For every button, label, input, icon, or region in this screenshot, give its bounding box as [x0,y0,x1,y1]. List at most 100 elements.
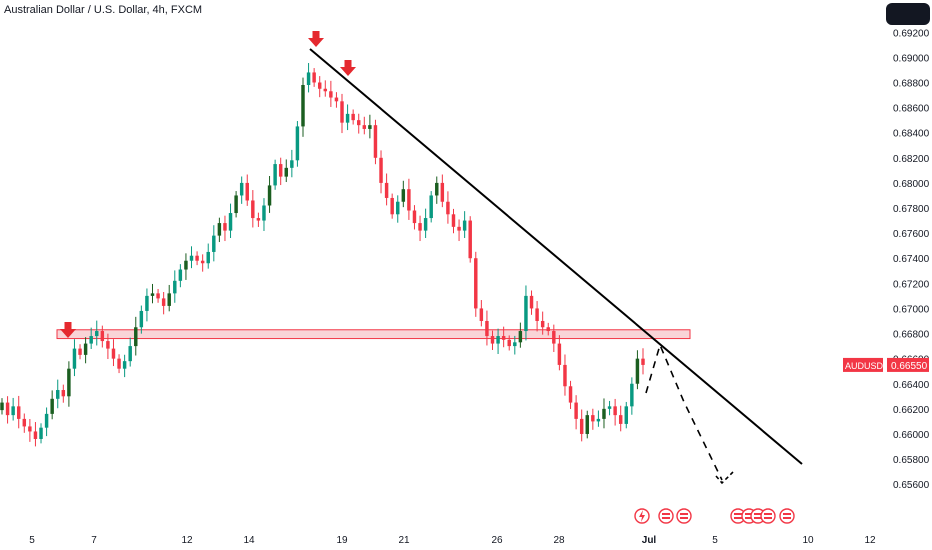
candle-body [401,189,406,202]
x-tick-label: 5 [29,535,35,546]
x-tick-label: 5 [712,535,718,546]
candle-body [513,342,517,347]
flag-icon[interactable] [760,508,776,524]
candle-body [28,426,32,432]
flag-icon[interactable] [779,508,795,524]
candle-body [278,164,283,177]
candle-body [641,358,645,365]
candle-body [462,220,467,231]
candle-body [33,431,38,439]
candle-body [446,201,450,215]
candle-body [574,402,578,419]
candle-body [507,339,511,347]
flag-stripe [680,513,688,515]
y-tick-label: 0.69000 [893,53,930,64]
candle-body [557,343,562,365]
candle-body [189,255,194,261]
flag-icon[interactable] [676,508,692,524]
candle-body [139,310,144,328]
candle-body [106,341,110,349]
projection-path[interactable] [645,342,723,481]
candle-body [22,418,27,427]
candle-body [351,113,355,121]
price-label-value: 0.66550 [891,361,928,372]
candle-body [44,413,49,428]
y-tick-label: 0.66000 [893,430,930,441]
candle-body [317,82,322,89]
candle-body [630,383,634,407]
candle-body [245,182,249,201]
x-tick-label: 12 [864,535,876,546]
candle-body [396,201,400,215]
resistance-zone[interactable] [56,329,691,340]
candle-body [67,368,71,397]
candle-body [585,415,589,434]
chart-title: Australian Dollar / U.S. Dollar, 4h, FXC… [4,4,203,16]
candle-body [546,327,550,332]
candle-body [39,427,43,439]
candle-body [89,336,93,344]
candle-body [195,255,199,261]
candle-body [100,331,105,342]
flag-stripe [662,513,670,515]
candle-body [373,125,378,158]
candle-body [323,88,328,92]
candle-body [451,214,456,227]
y-tick-label: 0.68800 [893,78,930,89]
down-arrow-icon [60,322,76,338]
candle-body [16,406,21,419]
candle-body [173,280,177,294]
candle-body [485,320,489,337]
y-tick-label: 0.69200 [893,28,930,39]
flag-stripe [734,513,742,515]
x-tick-label: 21 [398,535,410,546]
candle-body [529,295,534,309]
toolbar-button[interactable] [886,3,930,25]
candle-body [11,406,15,416]
candle-body [518,331,523,343]
x-tick-label: 26 [491,535,503,546]
candle-body [535,308,539,321]
flag-stripe [745,517,753,519]
flag-stripe [783,517,791,519]
down-arrow-icon [308,31,324,47]
candle-body [468,220,472,259]
candle-body [457,226,461,231]
candle-body [251,200,255,219]
x-tick-label: 19 [336,535,348,546]
candle-body [217,223,222,236]
candle-body [122,361,127,369]
candle-body [167,293,171,306]
y-tick-label: 0.68600 [893,104,930,115]
x-tick-label: Jul [642,535,657,546]
candle-body [474,258,478,309]
candle-body [357,120,361,126]
candle-body [95,331,99,337]
y-tick-label: 0.68200 [893,154,930,165]
flag-stripe [754,513,762,515]
candle-body [524,295,528,332]
candle-body [184,260,188,270]
candle-body [329,91,333,98]
candle-body [83,343,88,355]
x-tick-label: 14 [243,535,255,546]
flag-stripe [745,513,753,515]
candle-body [72,348,77,369]
candle-body [613,406,617,416]
trendline[interactable] [309,48,803,465]
flag-icon[interactable] [658,508,674,524]
price-label: AUDUSD 0.66550 [843,357,929,372]
candle-body [178,269,183,281]
y-tick-label: 0.67600 [893,229,930,240]
y-tick-label: 0.66800 [893,330,930,341]
candle-body [228,213,233,231]
flag-stripe [764,517,772,519]
candle-body [440,182,445,202]
candle-body [0,402,4,411]
candle-body [624,406,629,424]
candle-body [635,358,640,384]
candle-body [490,336,495,344]
candle-body [418,223,422,231]
